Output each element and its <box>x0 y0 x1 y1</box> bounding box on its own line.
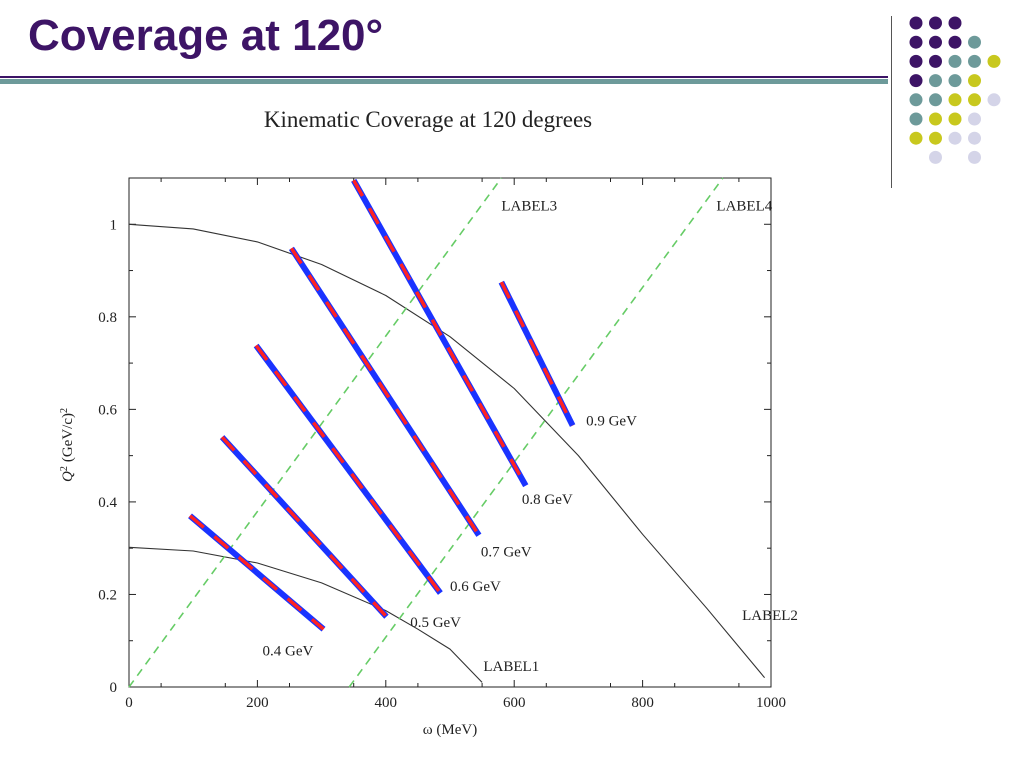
decor-dot <box>909 35 923 49</box>
band-label: 0.4 GeV <box>263 644 314 660</box>
decor-dot <box>948 112 962 126</box>
decor-dot <box>909 131 923 145</box>
decor-dot <box>909 54 923 68</box>
decor-dot <box>948 93 962 107</box>
decor-dot <box>968 93 981 107</box>
header-rule-vertical <box>891 16 892 188</box>
decor-dot <box>929 35 942 49</box>
y-tick-label: 0.2 <box>98 587 117 603</box>
slide-title: Coverage at 120° <box>28 11 384 60</box>
decor-dot <box>929 74 942 88</box>
decor-dot <box>948 16 962 30</box>
axis-ticks: 0 200 400 600 800 1000 0 0.2 0.4 0.6 0.8 1 <box>98 177 786 711</box>
y-tick-label: 1 <box>110 217 118 233</box>
series-labels: LABEL1 LABEL2 LABEL3 LABEL4 0.4 GeV 0.5 GeV 0.… <box>263 198 798 674</box>
band-overlay <box>188 514 325 631</box>
header-rule-top <box>0 76 888 78</box>
band-label: 0.7 GeV <box>481 545 532 561</box>
decor-dot <box>929 16 942 30</box>
decor-dot <box>948 74 962 88</box>
y-axis-label-symbol: Q <box>60 471 76 482</box>
decor-dot <box>909 112 923 126</box>
decor-dot <box>948 54 962 68</box>
y-axis-label-units-sup: 2 <box>59 408 70 413</box>
y-axis-label-symbol-sup: 2 <box>59 466 70 471</box>
y-tick-label: 0.4 <box>98 495 117 511</box>
curves <box>128 177 766 688</box>
y-tick-label: 0.8 <box>98 310 117 326</box>
band-base <box>188 513 326 632</box>
decor-dot <box>987 54 1001 68</box>
decor-dot <box>929 93 942 107</box>
x-tick-label: 200 <box>246 695 269 711</box>
band-label: 0.6 GeV <box>450 579 501 595</box>
decor-dot <box>968 131 981 145</box>
band-overlay <box>289 247 481 537</box>
y-axis-label: Q2(GeV/c)2 <box>59 408 77 482</box>
band-label: 0.5 GeV <box>410 615 461 631</box>
curve-label4 <box>348 177 724 688</box>
curve-label2 <box>128 223 766 679</box>
decor-dot <box>948 131 962 145</box>
decor-dot <box>968 54 981 68</box>
curve-label: LABEL4 <box>716 198 772 214</box>
band-overlay <box>352 179 528 487</box>
kinematic-coverage-chart: Kinematic Coverage at 120 degrees 0 200 40… <box>59 107 798 738</box>
coverage-bands <box>188 178 576 632</box>
x-tick-label: 600 <box>503 695 526 711</box>
x-tick-label: 400 <box>375 695 398 711</box>
x-tick-label: 1000 <box>756 695 786 711</box>
decor-dot <box>948 35 962 49</box>
decor-dot <box>968 74 981 88</box>
decor-dot <box>929 150 942 164</box>
header-rule-bar <box>0 79 888 84</box>
band-overlay <box>220 435 388 618</box>
decor-dot <box>929 131 942 145</box>
curve-label3 <box>128 177 503 688</box>
decor-dot <box>968 112 981 126</box>
curve-label: LABEL1 <box>483 659 539 675</box>
plot-frame <box>128 177 772 688</box>
decor-dot <box>909 16 923 30</box>
decor-dot <box>929 54 942 68</box>
decor-dot <box>909 74 923 88</box>
band-overlay <box>499 281 575 427</box>
curve-label: LABEL2 <box>742 608 798 624</box>
x-tick-label: 0 <box>125 695 133 711</box>
chart-title: Kinematic Coverage at 120 degrees <box>264 107 592 132</box>
decor-dot <box>968 35 981 49</box>
band-label: 0.8 GeV <box>522 492 573 508</box>
decor-dot <box>987 93 1001 107</box>
decorative-dot-grid <box>909 16 1001 164</box>
decor-dot <box>968 150 981 164</box>
band-overlay <box>254 344 442 595</box>
y-axis-label-units: (GeV/c) <box>60 413 76 462</box>
y-tick-label: 0.6 <box>98 402 117 418</box>
curve-label: LABEL3 <box>501 198 557 214</box>
x-tick-label: 800 <box>631 695 654 711</box>
decor-dot <box>929 112 942 126</box>
curve-label1 <box>128 546 483 683</box>
decor-dot <box>909 93 923 107</box>
x-axis-label: ω (MeV) <box>423 722 477 738</box>
band-label: 0.9 GeV <box>586 414 637 430</box>
y-tick-label: 0 <box>110 680 118 696</box>
